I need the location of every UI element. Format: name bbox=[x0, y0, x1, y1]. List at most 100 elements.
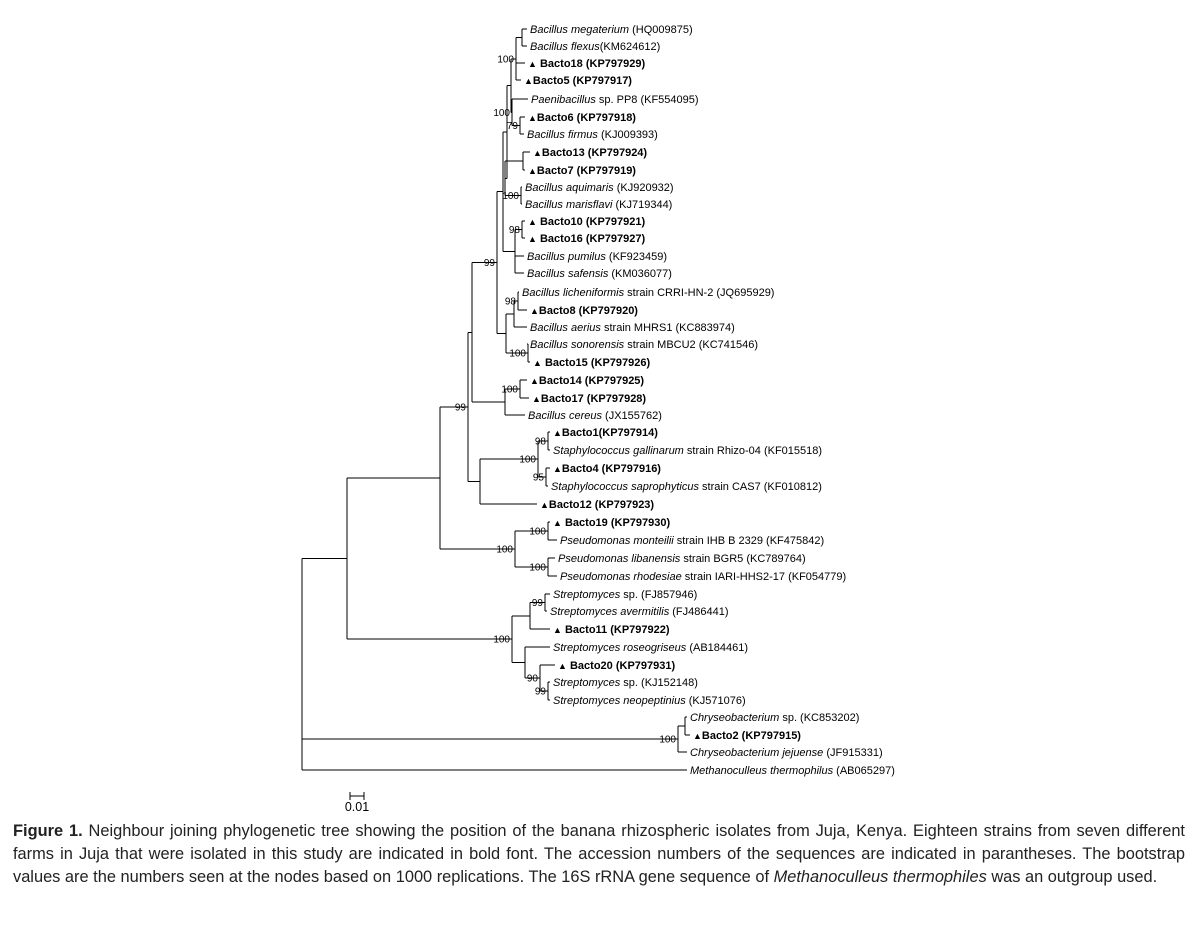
bootstrap-value: 100 bbox=[496, 545, 513, 556]
taxon-name-italic: Bacillus marisflavi bbox=[525, 199, 613, 211]
taxon-name-text: (JX155762) bbox=[602, 410, 662, 422]
isolate-triangle-icon: ▲ bbox=[553, 464, 562, 474]
taxon-label: ▲Bacto1(KP797914) bbox=[553, 427, 658, 439]
bootstrap-value: 100 bbox=[509, 349, 526, 360]
isolate-triangle-icon: ▲ bbox=[532, 394, 541, 404]
taxon-name-text: Bacto16 (KP797927) bbox=[537, 233, 646, 245]
bootstrap-value: 100 bbox=[529, 527, 546, 538]
isolate-triangle-icon: ▲ bbox=[533, 148, 542, 158]
isolate-triangle-icon: ▲ bbox=[530, 376, 539, 386]
taxon-label: Staphylococcus saprophyticus strain CAS7… bbox=[551, 481, 822, 493]
taxon-label: Bacillus sonorensis strain MBCU2 (KC7415… bbox=[530, 339, 758, 351]
taxon-label: Bacillus aquimaris (KJ920932) bbox=[525, 182, 674, 194]
taxon-label: ▲ Bacto18 (KP797929) bbox=[528, 58, 645, 70]
taxon-name-italic: Pseudomonas rhodesiae bbox=[560, 571, 682, 583]
bootstrap-value: 100 bbox=[493, 635, 510, 646]
taxon-name-italic: Bacillus cereus bbox=[528, 410, 602, 422]
taxon-name-text: Bacto1(KP797914) bbox=[562, 427, 658, 439]
isolate-triangle-icon: ▲ bbox=[553, 428, 562, 438]
bootstrap-value: 100 bbox=[519, 455, 536, 466]
taxon-name-text: Bacto8 (KP797920) bbox=[539, 305, 638, 317]
taxon-name-italic: Streptomyces neopeptinius bbox=[553, 695, 686, 707]
taxon-label: Paenibacillus sp. PP8 (KF554095) bbox=[531, 94, 699, 106]
taxon-name-text: (KF923459) bbox=[606, 251, 667, 263]
taxon-label: Pseudomonas monteilii strain IHB B 2329 … bbox=[560, 535, 824, 547]
taxon-label: ▲ Bacto16 (KP797927) bbox=[528, 233, 645, 245]
isolate-triangle-icon: ▲ bbox=[528, 59, 537, 69]
taxon-label: Bacillus licheniformis strain CRRI-HN-2 … bbox=[522, 287, 774, 299]
taxon-label: ▲Bacto2 (KP797915) bbox=[693, 730, 801, 742]
taxon-label: ▲Bacto13 (KP797924) bbox=[533, 147, 647, 159]
taxon-label: Streptomyces sp. (KJ152148) bbox=[553, 677, 698, 689]
bootstrap-value: 99 bbox=[535, 687, 547, 698]
taxon-name-italic: Pseudomonas libanensis bbox=[558, 553, 681, 565]
taxon-name-text: strain CRRI-HN-2 (JQ695929) bbox=[624, 287, 774, 299]
taxon-name-text: (FJ486441) bbox=[669, 606, 728, 618]
bootstrap-value: 95 bbox=[533, 473, 545, 484]
taxon-name-text: Bacto13 (KP797924) bbox=[542, 147, 648, 159]
taxon-name-text: Bacto11 (KP797922) bbox=[562, 624, 670, 636]
taxon-label: Streptomyces roseogriseus (AB184461) bbox=[553, 642, 748, 654]
taxon-name-italic: Bacillus safensis bbox=[527, 268, 609, 280]
taxon-name-text: (KJ719344) bbox=[612, 199, 672, 211]
taxon-name-text: (KJ009393) bbox=[598, 129, 658, 141]
isolate-triangle-icon: ▲ bbox=[553, 518, 562, 528]
taxon-name-text: strain IARI-HHS2-17 (KF054779) bbox=[682, 571, 846, 583]
taxon-name-italic: Streptomyces roseogriseus bbox=[553, 642, 687, 654]
taxon-label: ▲Bacto12 (KP797923) bbox=[540, 499, 654, 511]
taxon-name-text: strain CAS7 (KF010812) bbox=[699, 481, 822, 493]
bootstrap-value: 100 bbox=[501, 385, 518, 396]
bootstrap-value: 98 bbox=[535, 437, 547, 448]
figure-label: Figure 1. bbox=[13, 822, 83, 840]
isolate-triangle-icon: ▲ bbox=[524, 76, 533, 86]
taxon-name-italic: Chryseobacterium bbox=[690, 712, 779, 724]
taxon-name-text: (KM036077) bbox=[608, 268, 672, 280]
figure-caption: Figure 1. Neighbour joining phylogenetic… bbox=[0, 814, 1199, 889]
taxon-name-text: (KJ920932) bbox=[614, 182, 674, 194]
taxon-name-text: Bacto7 (KP797919) bbox=[537, 165, 636, 177]
taxon-label: Streptomyces avermitilis (FJ486441) bbox=[550, 606, 729, 618]
taxon-name-text: (HQ009875) bbox=[629, 24, 693, 36]
taxon-name-text: Bacto6 (KP797918) bbox=[537, 112, 636, 124]
taxon-name-italic: Streptomyces bbox=[553, 589, 621, 601]
bootstrap-value: 100 bbox=[502, 191, 519, 202]
taxon-name-text: Bacto14 (KP797925) bbox=[539, 375, 645, 387]
taxon-name-text: (KM624612) bbox=[600, 41, 661, 53]
taxon-name-text: strain Rhizo-04 (KF015518) bbox=[684, 445, 822, 457]
taxon-label: Bacillus megaterium (HQ009875) bbox=[530, 24, 693, 36]
bootstrap-value: 100 bbox=[497, 54, 514, 65]
taxon-name-italic: Staphylococcus saprophyticus bbox=[551, 481, 699, 493]
taxon-label: Methanoculleus thermophilus (AB065297) bbox=[690, 765, 895, 777]
isolate-triangle-icon: ▲ bbox=[528, 234, 537, 244]
taxon-name-italic: Bacillus licheniformis bbox=[522, 287, 625, 299]
taxon-name-italic: Bacillus flexus bbox=[530, 41, 600, 53]
bootstrap-value: 98 bbox=[505, 297, 517, 308]
taxon-name-text: Bacto15 (KP797926) bbox=[542, 357, 651, 369]
isolate-triangle-icon: ▲ bbox=[528, 217, 537, 227]
taxon-name-text: strain MHRS1 (KC883974) bbox=[601, 322, 735, 334]
taxon-name-italic: Pseudomonas monteilii bbox=[560, 535, 674, 547]
taxon-label: Bacillus cereus (JX155762) bbox=[528, 410, 662, 422]
taxon-name-text: sp. (KJ152148) bbox=[620, 677, 698, 689]
taxon-label: Streptomyces sp. (FJ857946) bbox=[553, 589, 697, 601]
taxon-label: Bacillus aerius strain MHRS1 (KC883974) bbox=[530, 322, 735, 334]
taxon-label: Bacillus safensis (KM036077) bbox=[527, 268, 672, 280]
taxon-name-italic: Chryseobacterium jejuense bbox=[690, 747, 823, 759]
bootstrap-value: 79 bbox=[507, 121, 519, 132]
taxon-name-text: sp. PP8 (KF554095) bbox=[596, 94, 699, 106]
isolate-triangle-icon: ▲ bbox=[553, 625, 562, 635]
isolate-triangle-icon: ▲ bbox=[540, 500, 549, 510]
taxon-name-italic: Paenibacillus bbox=[531, 94, 596, 106]
taxon-label: ▲Bacto8 (KP797920) bbox=[530, 305, 638, 317]
taxon-label: ▲Bacto6 (KP797918) bbox=[528, 112, 636, 124]
taxon-name-text: strain MBCU2 (KC741546) bbox=[624, 339, 758, 351]
caption-text-1: Neighbour joining phylogenetic tree show… bbox=[13, 822, 1185, 886]
taxon-name-text: (AB065297) bbox=[833, 765, 895, 777]
taxon-label: ▲Bacto5 (KP797917) bbox=[524, 75, 632, 87]
taxon-label: Bacillus flexus(KM624612) bbox=[530, 41, 660, 53]
taxon-name-text: sp. (KC853202) bbox=[779, 712, 859, 724]
taxon-name-text: strain IHB B 2329 (KF475842) bbox=[674, 535, 824, 547]
bootstrap-value: 100 bbox=[659, 735, 676, 746]
taxon-name-text: Bacto20 (KP797931) bbox=[567, 660, 676, 672]
